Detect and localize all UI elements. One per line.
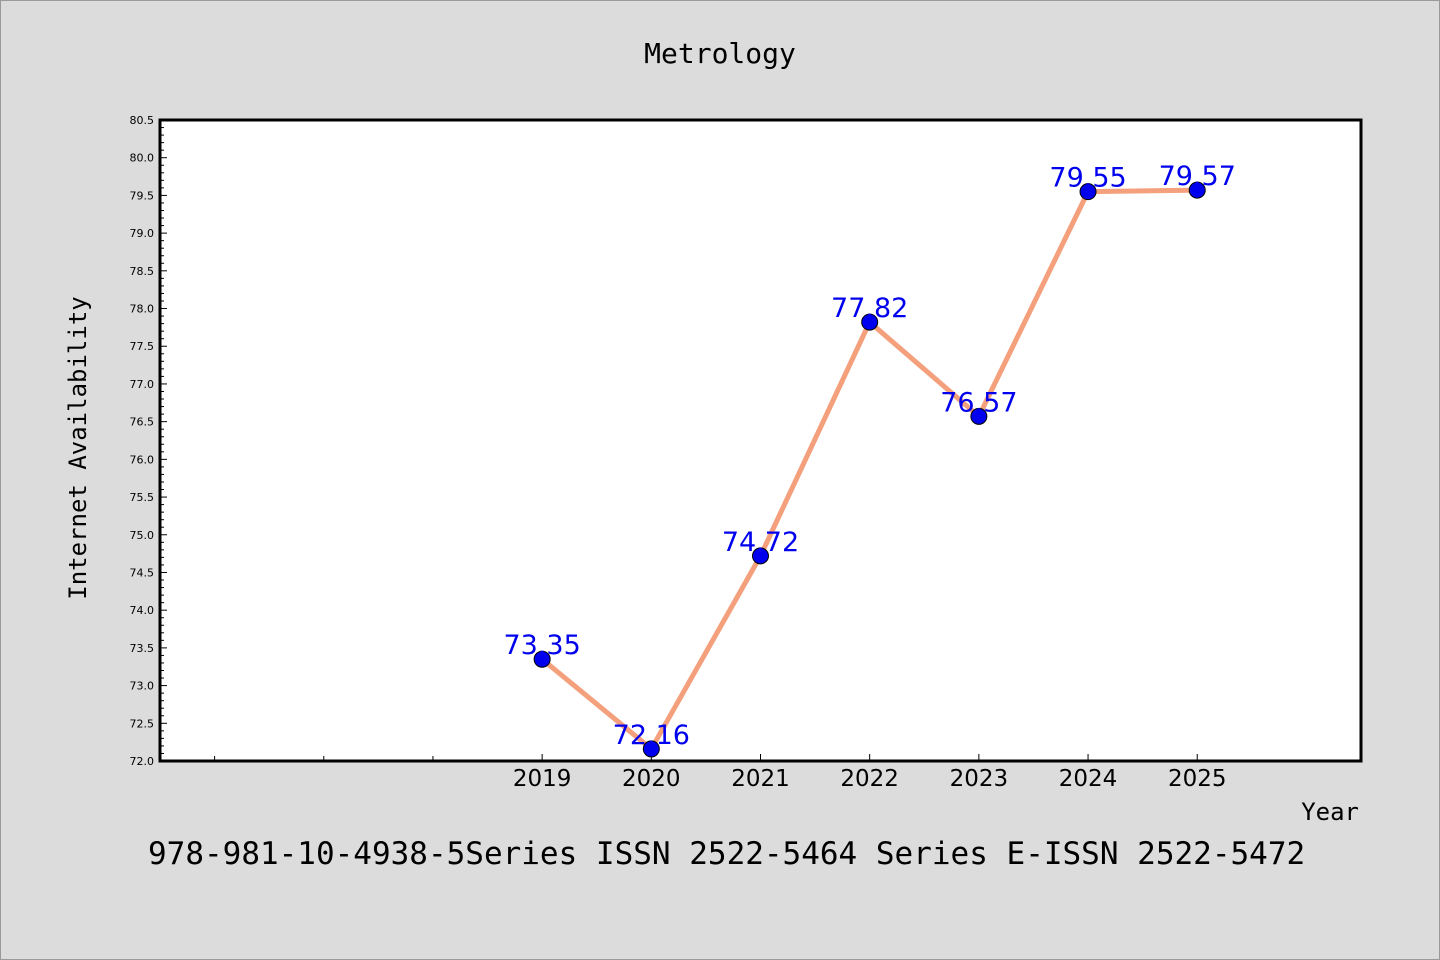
data-label: 72.16: [613, 720, 690, 751]
y-tick-label: 78.5: [130, 265, 155, 278]
x-tick-label: 2020: [622, 766, 681, 792]
y-tick-label: 73.0: [130, 680, 155, 693]
plot-area: [158, 118, 1363, 763]
x-tick-label: 2025: [1168, 766, 1227, 792]
data-label: 77.82: [831, 293, 908, 324]
data-point: [970, 407, 988, 425]
x-tick-label: 2019: [513, 766, 572, 792]
y-tick-label: 74.0: [130, 604, 155, 617]
chart-title: Metrology: [644, 37, 796, 70]
x-tick-label: 2022: [840, 766, 899, 792]
data-point: [642, 740, 660, 758]
y-axis-label: Internet Availability: [64, 296, 92, 599]
y-tick-label: 76.0: [130, 453, 155, 466]
y-tick-label: 79.5: [130, 189, 155, 202]
data-point: [1079, 183, 1097, 201]
data-point: [533, 650, 551, 668]
y-tick-label: 77.5: [130, 340, 155, 353]
data-point: [861, 313, 879, 331]
caption: 978-981-10-4938-5Series ISSN 2522-5464 S…: [148, 836, 1305, 872]
data-label: 76.57: [940, 387, 1017, 418]
y-tick-label: 75.5: [130, 491, 155, 504]
data-point: [1188, 181, 1206, 199]
y-tick-label: 72.0: [130, 755, 155, 768]
data-series: 73.35 72.16 74.72 77.82 76.57 79.55 79.57: [503, 161, 1236, 758]
y-tick-label: 73.5: [130, 642, 155, 655]
x-tick-label: 2024: [1059, 766, 1118, 792]
y-tick-label: 76.5: [130, 416, 155, 429]
y-tick-label: 74.5: [130, 566, 155, 579]
data-label: 73.35: [503, 630, 580, 661]
data-label: 74.72: [722, 527, 799, 558]
data-label: 79.57: [1159, 161, 1236, 192]
x-axis: 2019 2020 2021 2022 2023 2024 2025: [214, 754, 1227, 792]
data-label: 79.55: [1049, 163, 1126, 194]
x-axis-label: Year: [1301, 798, 1359, 826]
y-tick-label: 80.5: [130, 114, 155, 127]
x-tick-label: 2023: [950, 766, 1009, 792]
y-tick-label: 77.0: [130, 378, 155, 391]
data-point: [752, 547, 769, 565]
y-tick-label: 80.0: [130, 152, 155, 165]
y-axis: 72.0 72.5 73.0 73.5 74.0 74.5 75.0 75.5 76.0 76.5…: [130, 114, 167, 768]
y-tick-label: 75.0: [130, 529, 155, 542]
y-tick-label: 79.0: [130, 227, 155, 240]
x-tick-label: 2021: [731, 766, 790, 792]
y-tick-label: 72.5: [130, 717, 155, 730]
y-tick-label: 78.0: [130, 303, 155, 316]
